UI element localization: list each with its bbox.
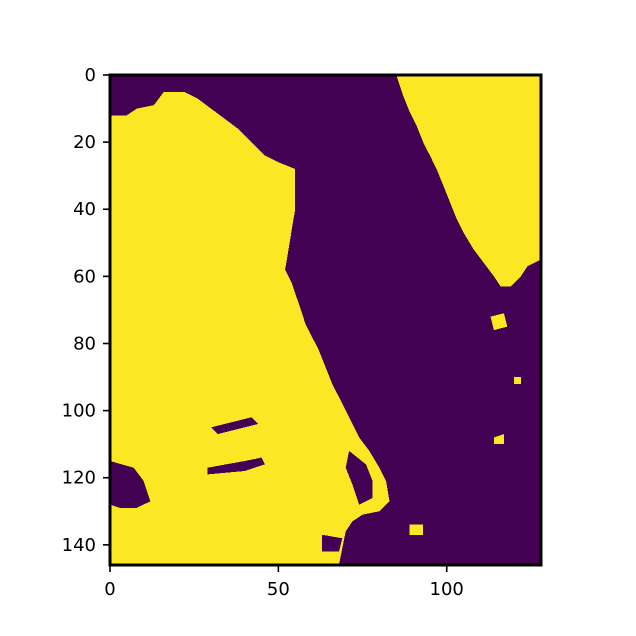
heatmap-gap-cove bbox=[345, 450, 373, 505]
heatmap-region-left-landmass bbox=[110, 91, 390, 566]
axes-frame bbox=[108, 73, 543, 567]
y-tick-label: 0 bbox=[85, 65, 96, 86]
y-tick-label: 40 bbox=[73, 199, 96, 220]
plot-area bbox=[110, 75, 541, 566]
heatmap-gap-channel-a bbox=[207, 457, 265, 475]
heatmap-region-bottom-island bbox=[409, 524, 424, 535]
x-tick-label: 100 bbox=[430, 579, 464, 600]
heatmap-region-right-islet-a bbox=[490, 313, 508, 331]
heatmap-gap-bay bbox=[322, 534, 343, 552]
heatmap-gap-left-notch bbox=[110, 461, 151, 508]
axes-border bbox=[108, 73, 543, 567]
x-tick-label: 50 bbox=[267, 579, 290, 600]
heatmap-region-right-islet-c bbox=[514, 377, 521, 384]
y-tick-label: 140 bbox=[62, 535, 96, 556]
x-tick-label: 0 bbox=[104, 579, 115, 600]
x-axis: 0 50 100 bbox=[104, 565, 464, 600]
y-tick-label: 100 bbox=[62, 401, 96, 422]
y-tick-label: 80 bbox=[73, 333, 96, 354]
heatmap-region-right-landmass bbox=[396, 75, 541, 287]
y-tick-label: 120 bbox=[62, 468, 96, 489]
y-axis: 0 20 40 60 80 100 120 140 bbox=[62, 65, 110, 556]
y-tick-label: 20 bbox=[73, 132, 96, 153]
y-tick-label: 60 bbox=[73, 266, 96, 287]
heatmap-region-right-islet-b bbox=[493, 434, 504, 445]
heatmap-gap-channel-b bbox=[211, 417, 259, 435]
